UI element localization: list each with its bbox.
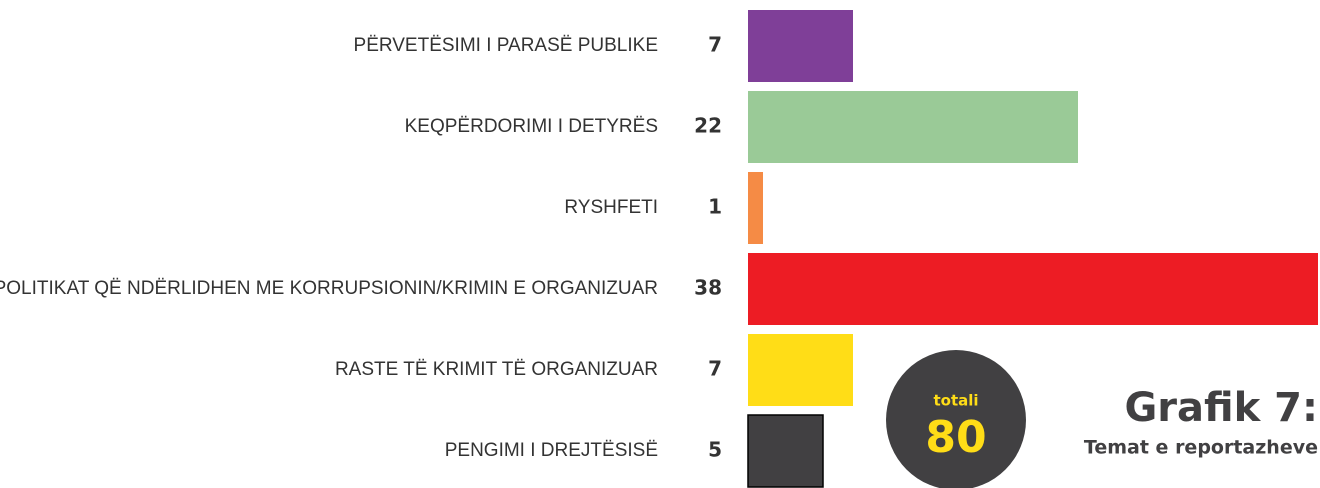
value-label: 5 [708, 438, 722, 462]
value-label: 1 [708, 195, 722, 219]
bar [748, 10, 853, 82]
category-label: KEQPËRDORIMI I DETYRËS [405, 116, 658, 137]
value-label: 7 [708, 33, 722, 57]
bar [747, 414, 824, 488]
category-label: POLITIKAT QË NDËRLIDHEN ME KORRUPSIONIN/… [0, 278, 658, 299]
bar [748, 172, 763, 244]
category-label: RYSHFETI [564, 197, 658, 218]
total-badge [886, 350, 1026, 488]
value-label: 7 [708, 357, 722, 381]
total-value: 80 [925, 412, 986, 463]
bar [748, 253, 1318, 325]
total-label: totali [933, 392, 978, 410]
value-label: 22 [694, 114, 722, 138]
chart-title: Grafik 7: [1124, 385, 1318, 431]
category-label: PENGIMI I DREJTËSISË [445, 440, 658, 461]
chart-subtitle: Temat e reportazheve [1084, 437, 1318, 459]
category-label: PËRVETËSIMI I PARASË PUBLIKE [354, 35, 658, 56]
value-label: 38 [694, 276, 722, 300]
bar [748, 334, 853, 406]
bar [748, 91, 1078, 163]
category-label: RASTE TË KRIMIT TË ORGANIZUAR [335, 359, 658, 380]
